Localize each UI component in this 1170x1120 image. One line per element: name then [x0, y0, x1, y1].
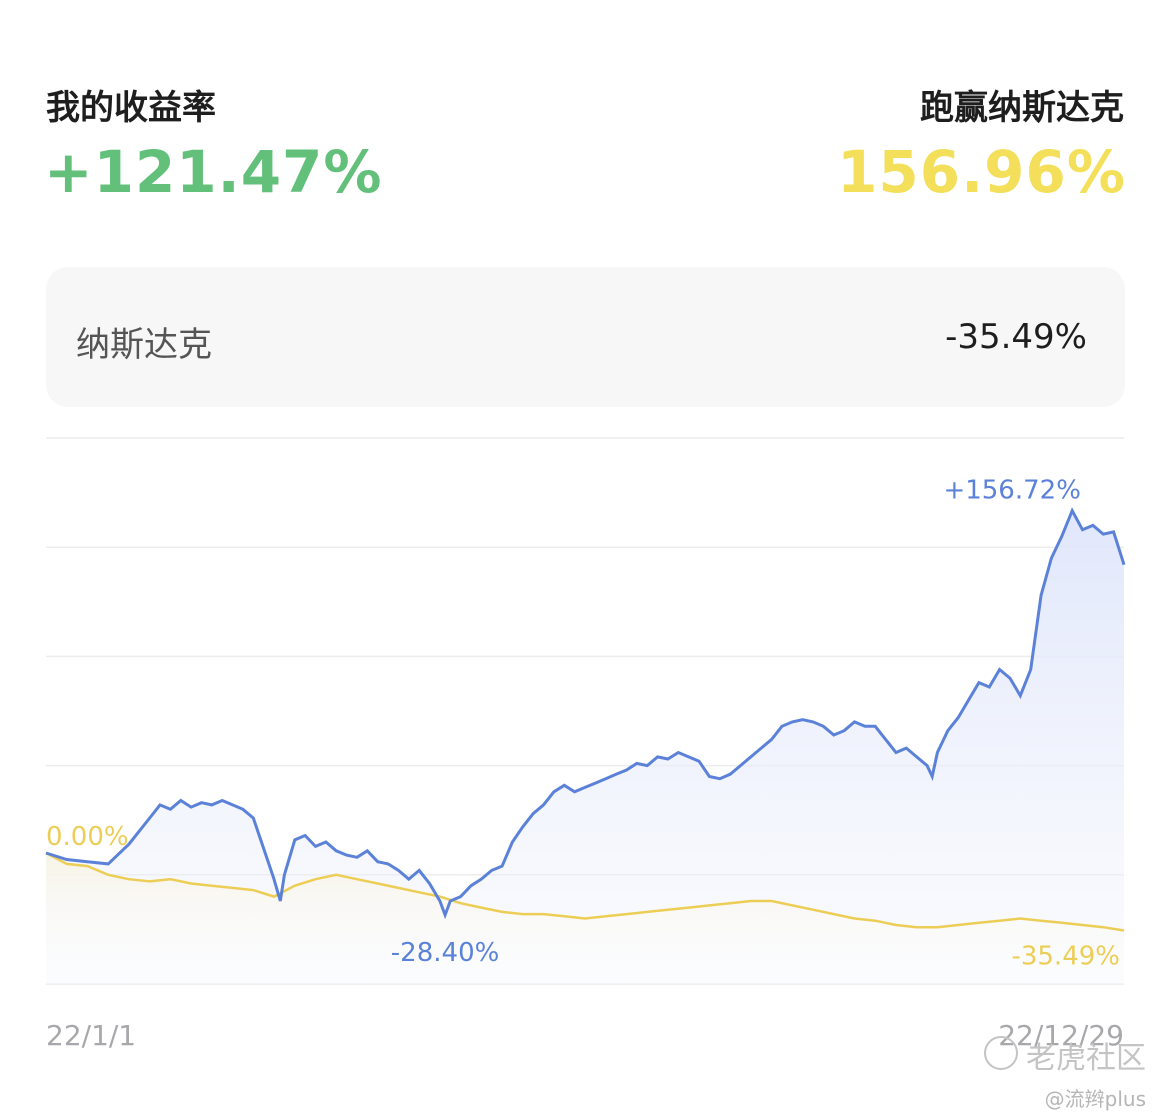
my-return-label: 我的收益率: [46, 88, 216, 128]
benchmark-name: 纳斯达克: [76, 325, 212, 365]
chart-annotation: -28.40%: [391, 938, 500, 968]
my-return-value: +121.47%: [44, 138, 383, 206]
chart-annotation: +156.72%: [943, 476, 1080, 506]
nasdaq-line: [45, 851, 1125, 932]
beat-benchmark-value: 156.96%: [837, 138, 1126, 206]
benchmark-value: -35.49%: [945, 317, 1087, 357]
beat-benchmark-label: 跑赢纳斯达克: [920, 88, 1124, 128]
watermark-brand: 老虎社区: [1026, 1041, 1146, 1076]
chart-annotations: 0.00% -28.40% +156.72% -35.49%: [46, 476, 1120, 972]
portfolio-line: [45, 507, 1126, 920]
benchmark-card[interactable]: 纳斯达克 -35.49%: [46, 267, 1125, 407]
chart-annotation: -35.49%: [1011, 941, 1120, 971]
chart-annotation: 0.00%: [46, 822, 129, 852]
x-tick-start: 22/1/1: [46, 1019, 136, 1052]
tiger-logo-icon: [984, 1036, 1018, 1070]
watermark-user: @流辫plus: [1044, 1087, 1146, 1111]
x-tick-end: 22/12/29: [998, 1019, 1124, 1052]
portfolio-area: [46, 510, 1124, 984]
